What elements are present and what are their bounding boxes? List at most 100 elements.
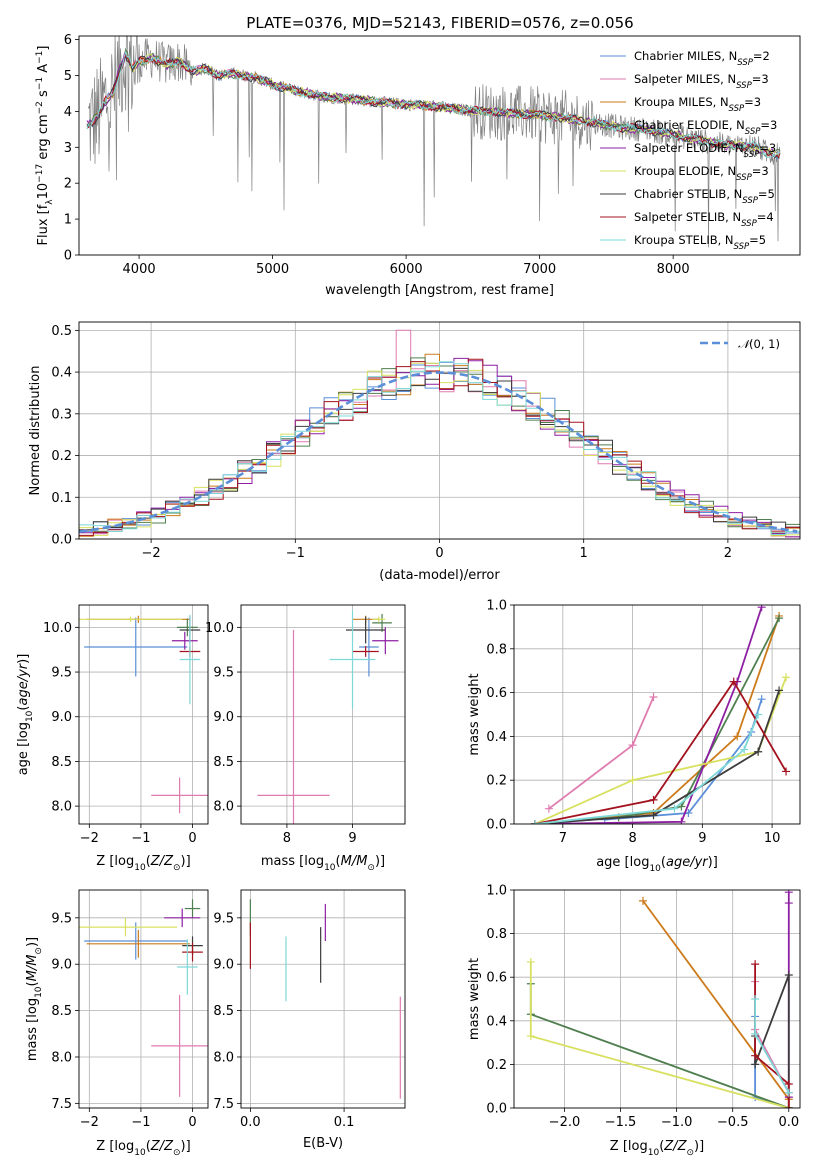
mass-weight-line-6	[534, 690, 780, 824]
gaussian-curve	[79, 371, 798, 533]
x-tick-label: −1.0	[661, 1115, 693, 1130]
x-tick-label: 0	[188, 1115, 196, 1130]
x-tick-label: 2	[724, 546, 732, 561]
legend-entry: Salpeter MILES, NSSP=3	[634, 72, 769, 91]
errorbar-point	[182, 942, 203, 962]
y-tick-label: 9.0	[213, 710, 234, 725]
y-tick-label: 7.5	[51, 1097, 72, 1112]
errorbar-point	[372, 627, 399, 655]
y-tick-label: 0	[64, 249, 72, 264]
plus-marker	[544, 804, 553, 813]
y-tick-label: 8.5	[213, 1004, 234, 1019]
mass-weight-line-2	[534, 615, 780, 824]
axes-frame	[78, 321, 801, 540]
x-tick-label: 0.1	[334, 1115, 355, 1130]
figure-title: PLATE=0376, MJD=52143, FIBERID=0576, z=0…	[246, 14, 633, 32]
y-tick-label: 0.8	[486, 927, 507, 942]
errorbar-point	[79, 616, 183, 622]
y-tick-label: 9.0	[51, 958, 72, 973]
x-tick-label: 8	[283, 831, 291, 846]
x-tick-label: 4000	[123, 262, 156, 277]
plus-marker	[775, 614, 784, 623]
legend-entry: 𝒩(0, 1)	[738, 337, 780, 351]
x-axis-label: Z [log10(Z/Z⊙)]	[96, 1139, 190, 1158]
y-tick-label: 7.5	[213, 1097, 234, 1112]
y-tick-label: 0.8	[486, 642, 507, 657]
x-tick-label: 7	[559, 831, 567, 846]
y-tick-label: 1.0	[486, 599, 507, 614]
errorbar-point	[257, 630, 330, 824]
errorbar-point	[345, 616, 386, 644]
y-tick-label: 0.2	[51, 449, 72, 464]
x-tick-label: 0.0	[240, 1115, 261, 1130]
y-tick-label: 2	[64, 177, 72, 192]
x-tick-label: −1.5	[605, 1115, 637, 1130]
y-tick-label: 4	[64, 105, 72, 120]
axes-frame	[78, 604, 209, 825]
mass-weight-line-2	[642, 900, 790, 1108]
legend-entry: Salpeter STELIB, NSSP=4	[634, 210, 774, 229]
y-tick-label: 8.5	[213, 755, 234, 770]
plus-marker	[784, 971, 793, 980]
y-tick-label: 1.0	[486, 884, 507, 899]
mass-vs-Z-panel: −2 −1 0 7.5 8.0 8.5 9.0 9.5 Z [log10(Z/Z⊙)] mass …	[25, 889, 209, 1158]
y-axis-label: mass [log10(M/M⊙)]	[25, 937, 44, 1061]
mass-weight-line-1	[548, 696, 655, 810]
mass-weight-line-7	[534, 679, 787, 824]
y-tick-label: 9.0	[213, 958, 234, 973]
plus-marker	[751, 960, 760, 969]
plus-marker	[628, 741, 637, 750]
errorbar-point	[164, 908, 201, 928]
y-tick-label: 8.0	[51, 800, 72, 815]
x-tick-label: 0	[188, 831, 196, 846]
errorbar-point	[171, 631, 198, 650]
mass-weight-line-5	[534, 676, 787, 824]
x-tick-label: 8000	[657, 262, 690, 277]
y-tick-label: 5	[64, 69, 72, 84]
x-axis-label: Z [log10(Z/Z⊙)]	[96, 854, 190, 873]
errorbar-point	[177, 618, 198, 637]
y-tick-label: 9.5	[51, 911, 72, 926]
mass-weight-vs-Z-panel: −2.0 −1.5 −1.0 −0.5 0.0 0.0 0.2 0.4 0.6 0.8 1.0 Z […	[467, 884, 801, 1158]
x-tick-label: 5000	[256, 262, 289, 277]
y-tick-label: 0.4	[486, 730, 507, 745]
y-tick-label: 9.0	[51, 710, 72, 725]
x-axis-label: E(B-V)	[303, 1136, 343, 1151]
y-tick-label: 10.0	[43, 621, 72, 636]
plus-marker	[677, 817, 686, 824]
age-vs-Z-panel: −2 −1 0 8.0 8.5 9.0 9.5 10.0 Z [log10(Z/Z⊙)] age …	[16, 604, 209, 873]
y-tick-label: 10.0	[205, 621, 234, 636]
model-spectrum-8	[86, 50, 781, 158]
legend-entry: Kroupa STELIB, NSSP=5	[634, 233, 766, 252]
plus-marker	[751, 1060, 760, 1069]
y-tick-label: 0.6	[486, 686, 507, 701]
errorbar-point	[372, 616, 386, 622]
y-tick-label: 0.0	[486, 818, 507, 833]
legend-entry: Chabrier ELODIE, NSSP=3	[634, 118, 777, 137]
plus-marker	[784, 1104, 793, 1108]
y-tick-label: 8.5	[51, 755, 72, 770]
errorbar-point	[84, 617, 188, 677]
plus-marker	[751, 1051, 760, 1060]
mass-weight-line-5	[529, 961, 790, 1108]
y-tick-label: 8.0	[213, 1050, 234, 1065]
errorbar-point	[184, 899, 201, 918]
y-tick-label: 9.5	[213, 911, 234, 926]
x-tick-label: −0.5	[717, 1115, 749, 1130]
age-vs-mass-panel: 8 9 8.0 8.5 9.0 9.5 10.0 mass [log10(M/M⊙)]	[205, 604, 406, 873]
plus-marker	[784, 899, 793, 908]
residuals-panel: −2 −1 0 1 2 0.0 0.1 0.2 0.3 0.4 0.5 (data-model)/er…	[28, 321, 801, 583]
axes-frame	[513, 604, 801, 825]
errorbar-point	[329, 610, 376, 709]
y-tick-label: 0.1	[51, 491, 72, 506]
x-tick-label: 1	[580, 546, 588, 561]
x-tick-label: 9	[698, 831, 706, 846]
mass-weight-vs-age-panel: 7 8 9 10 0.0 0.2 0.4 0.6 0.8 1.0 age [log10(age/yr…	[467, 599, 801, 874]
plus-marker	[740, 745, 749, 754]
x-tick-label: −2.0	[549, 1115, 581, 1130]
x-tick-label: −2	[80, 831, 99, 846]
axes-frame	[240, 889, 406, 1109]
plus-marker	[649, 811, 658, 820]
x-axis-label: mass [log10(M/M⊙)]	[261, 854, 385, 873]
